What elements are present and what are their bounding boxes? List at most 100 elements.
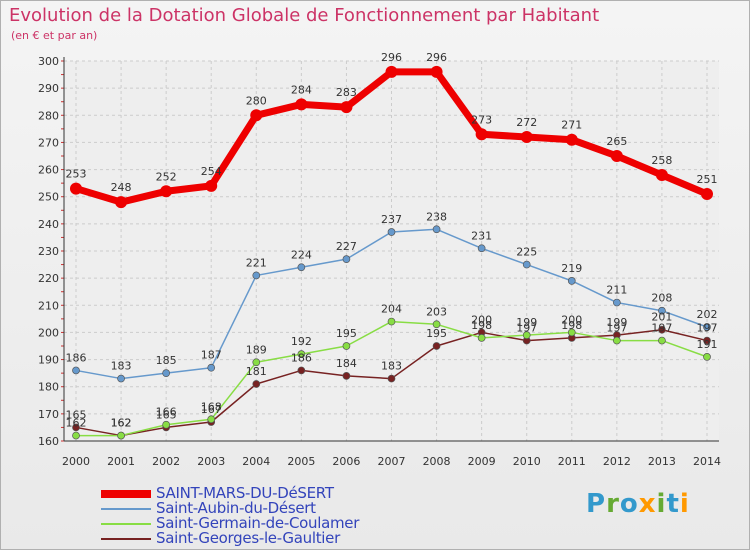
legend-label: SAINT-MARS-DU-DéSERT — [156, 484, 334, 502]
data-label: 219 — [561, 262, 582, 275]
y-tick-label: 270 — [38, 136, 59, 149]
data-label: 258 — [651, 154, 672, 167]
data-label: 204 — [381, 303, 402, 316]
logo-letter: i — [679, 489, 690, 519]
data-point — [520, 131, 533, 143]
chart-title: Evolution de la Dotation Globale de Fonc… — [9, 5, 600, 26]
data-point — [162, 369, 170, 377]
x-tick-label: 2009 — [468, 455, 496, 468]
x-tick-label: 2008 — [423, 455, 451, 468]
x-tick-label: 2003 — [197, 455, 225, 468]
data-point — [387, 374, 396, 383]
y-tick-label: 290 — [38, 82, 59, 95]
data-label: 238 — [426, 210, 447, 223]
data-label: 185 — [156, 354, 177, 367]
data-point — [475, 128, 488, 141]
x-tick-label: 2004 — [242, 455, 270, 468]
data-label: 183 — [381, 360, 402, 373]
legend-label: Saint-Germain-de-Coulamer — [156, 514, 360, 532]
logo-letter: t — [666, 489, 680, 519]
data-point — [70, 182, 82, 195]
data-point — [162, 420, 170, 429]
data-label: 166 — [156, 406, 177, 419]
data-label: 251 — [697, 173, 718, 186]
data-label: 254 — [201, 165, 222, 178]
y-tick-label: 230 — [38, 245, 59, 258]
data-label: 265 — [606, 135, 627, 148]
data-point — [703, 323, 711, 331]
data-label: 280 — [246, 94, 267, 107]
data-point — [72, 423, 80, 432]
data-label: 248 — [111, 181, 132, 194]
data-point — [432, 225, 441, 234]
x-tick-label: 2000 — [62, 455, 90, 468]
data-label: 197 — [516, 322, 537, 335]
data-label: 202 — [697, 308, 718, 321]
data-label: 237 — [381, 213, 402, 226]
proxiti-logo: Proxiti — [586, 489, 690, 519]
data-label: 199 — [606, 316, 627, 329]
data-point — [703, 336, 711, 345]
data-point — [207, 363, 216, 372]
legend-swatch — [101, 508, 151, 510]
data-label: 221 — [246, 256, 267, 269]
x-tick-label: 2006 — [332, 455, 360, 468]
data-label: 162 — [111, 417, 132, 430]
data-point — [207, 415, 216, 424]
x-tick-label: 2001 — [107, 455, 135, 468]
data-label: 165 — [156, 408, 177, 421]
data-point — [252, 380, 261, 388]
data-label: 186 — [291, 351, 312, 364]
data-point — [477, 244, 486, 253]
x-tick-label: 2002 — [152, 455, 180, 468]
logo-letter: i — [656, 489, 667, 519]
data-label: 271 — [561, 119, 582, 132]
data-label: 296 — [426, 51, 447, 64]
y-tick-label: 180 — [38, 381, 59, 394]
data-label: 224 — [291, 248, 312, 261]
data-label: 203 — [426, 305, 447, 318]
data-label: 168 — [201, 400, 222, 413]
data-point — [252, 358, 261, 367]
data-label: 199 — [516, 316, 537, 329]
data-label: 208 — [651, 292, 672, 305]
data-point — [297, 366, 306, 375]
data-point — [613, 298, 621, 307]
data-label: 183 — [111, 360, 132, 373]
data-label: 162 — [111, 417, 132, 430]
data-point — [613, 336, 621, 345]
x-tick-label: 2011 — [558, 455, 586, 468]
legend-swatch — [101, 523, 151, 525]
data-label: 186 — [66, 351, 87, 364]
legend-label: Saint-Aubin-du-Désert — [156, 499, 316, 517]
y-tick-label: 200 — [38, 326, 59, 339]
x-tick-label: 2010 — [513, 455, 541, 468]
data-point — [658, 325, 666, 334]
x-tick-label: 2013 — [648, 455, 676, 468]
data-point — [72, 366, 80, 375]
data-point — [658, 306, 666, 315]
data-point — [701, 188, 713, 200]
data-point — [250, 109, 263, 122]
data-label: 225 — [516, 246, 537, 259]
data-label: 189 — [246, 343, 267, 356]
data-point — [432, 320, 441, 329]
data-point — [72, 431, 80, 440]
y-tick-label: 160 — [38, 435, 59, 448]
data-point — [655, 169, 668, 181]
y-tick-label: 260 — [38, 164, 59, 177]
data-label: 195 — [426, 327, 447, 340]
data-label: 200 — [561, 313, 582, 326]
data-label: 252 — [156, 170, 177, 183]
data-label: 272 — [516, 116, 537, 129]
data-label: 195 — [336, 327, 357, 340]
y-tick-label: 220 — [38, 272, 59, 285]
data-label: 231 — [471, 229, 492, 242]
data-point — [205, 179, 218, 192]
data-point — [340, 101, 353, 114]
x-tick-label: 2012 — [603, 455, 631, 468]
legend-swatch — [101, 490, 151, 498]
data-label: 197 — [651, 322, 672, 335]
data-point — [567, 328, 576, 337]
